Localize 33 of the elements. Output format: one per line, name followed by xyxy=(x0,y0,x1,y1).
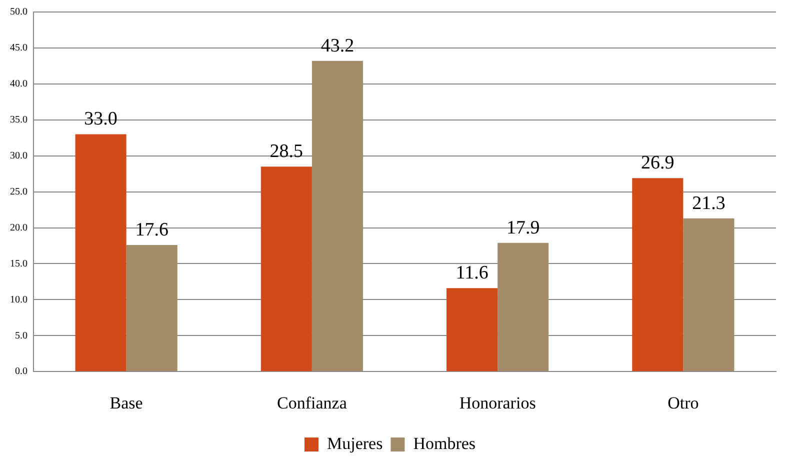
y-tick-label: 45.0 xyxy=(10,42,28,54)
data-label: 21.3 xyxy=(692,192,726,214)
bar xyxy=(498,242,549,372)
legend-label: Hombres xyxy=(413,434,476,453)
data-label: 17.6 xyxy=(135,220,168,241)
bar xyxy=(75,134,126,372)
y-tick-label: 40.0 xyxy=(10,78,28,90)
data-label: 33.0 xyxy=(84,108,118,130)
data-label: 43.2 xyxy=(320,35,354,56)
y-tick-label: 0.0 xyxy=(15,366,28,378)
legend-label: Mujeres xyxy=(326,434,383,453)
data-label: 26.9 xyxy=(641,152,674,174)
x-tick-label: Base xyxy=(110,393,143,412)
bar xyxy=(260,166,312,372)
bar xyxy=(312,60,363,372)
bar xyxy=(632,178,684,372)
x-tick-label: Honorarios xyxy=(459,393,536,412)
y-tick-label: 30.0 xyxy=(10,150,28,162)
y-tick-label: 35.0 xyxy=(10,114,28,126)
bar xyxy=(683,218,734,372)
y-tick-label: 25.0 xyxy=(10,186,28,198)
y-tick-label: 20.0 xyxy=(10,222,28,234)
y-tick-label: 10.0 xyxy=(10,294,28,306)
data-label: 28.5 xyxy=(270,141,304,162)
y-tick-label: 15.0 xyxy=(10,258,28,270)
y-tick-label: 5.0 xyxy=(15,330,28,342)
data-label: 17.9 xyxy=(506,217,540,238)
x-tick-label: Otro xyxy=(668,393,699,412)
data-label: 11.6 xyxy=(456,262,488,284)
bar xyxy=(446,288,498,372)
bar xyxy=(126,245,178,372)
x-tick-label: Confianza xyxy=(277,393,348,412)
y-tick-label: 50.0 xyxy=(10,6,28,18)
